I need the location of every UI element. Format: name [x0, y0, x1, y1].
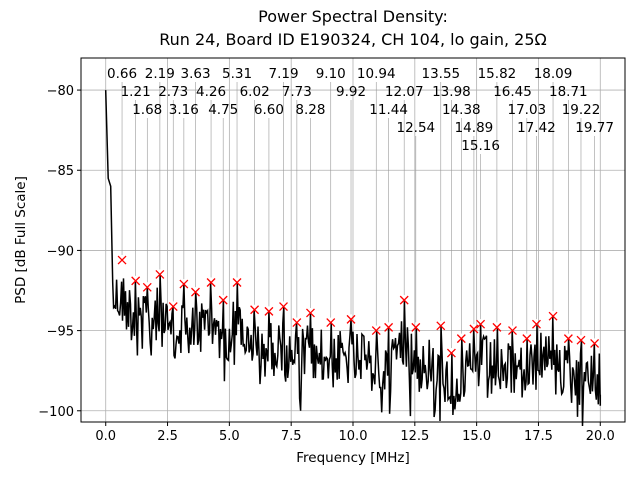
peak-markers: [117, 255, 600, 358]
psd-trace-group: [104, 90, 602, 427]
peak-label: 10.94: [357, 66, 396, 82]
peak-label: 18.09: [534, 66, 573, 82]
peak-label: 6.02: [240, 84, 270, 100]
peak-label: 14.89: [455, 120, 494, 136]
peak-leader-lines: [121, 82, 595, 349]
x-tick-label: 12.5: [400, 429, 429, 444]
peak-marker: [264, 306, 274, 316]
peak-label: 14.38: [442, 102, 481, 118]
peak-marker: [399, 295, 409, 305]
peak-marker: [179, 279, 189, 289]
x-tick-label: 20.0: [586, 429, 615, 444]
peak-label: 0.66: [107, 66, 137, 82]
y-tick-label: −80: [47, 84, 74, 99]
ticks: 0.0 2.5 5.0 7.5 10.0 12.5 15.0 17.5 20.0 −80 −85 −9…: [38, 84, 614, 444]
peak-marker: [371, 326, 381, 336]
peak-marker: [548, 311, 558, 321]
peak-label: 15.82: [478, 66, 517, 82]
peak-marker: [508, 326, 517, 336]
peak-marker: [411, 322, 421, 332]
peak-label: 16.45: [493, 84, 532, 100]
peak-label: 7.73: [282, 84, 312, 100]
peak-marker: [446, 348, 456, 358]
peak-label: 6.60: [254, 102, 284, 118]
peak-label: 1.21: [121, 84, 151, 100]
peak-marker: [292, 318, 302, 328]
peak-marker: [492, 322, 502, 332]
peak-marker: [576, 335, 586, 345]
peak-marker: [326, 318, 336, 328]
x-tick-label: 5.0: [219, 429, 240, 444]
peak-marker: [346, 314, 356, 324]
x-tick-label: 0.0: [95, 429, 116, 444]
peak-marker: [117, 255, 127, 265]
peak-label: 3.16: [169, 102, 199, 118]
peak-marker: [218, 295, 228, 305]
x-tick-label: 17.5: [524, 429, 553, 444]
y-tick-label: −90: [47, 244, 74, 259]
peak-marker: [476, 319, 486, 329]
peak-marker: [168, 302, 178, 312]
peak-label: 18.71: [549, 84, 588, 100]
peak-label: 7.19: [269, 66, 299, 82]
peak-marker: [590, 338, 600, 348]
chart-title-line-2: Run 24, Board ID E190324, CH 104, lo gai…: [159, 30, 547, 49]
peak-marker: [191, 287, 200, 297]
psd-trace-line: [104, 90, 602, 427]
peak-marker: [131, 276, 141, 286]
peak-label: 9.10: [316, 66, 346, 82]
peak-marker: [279, 302, 288, 312]
y-tick-label: −85: [47, 164, 74, 179]
chart-title-line-1: Power Spectral Density:: [258, 7, 448, 26]
peak-label: 12.54: [397, 120, 436, 136]
peak-marker: [142, 282, 152, 292]
peak-label: 3.63: [181, 66, 211, 82]
peak-label: 4.75: [208, 102, 238, 118]
peak-label: 19.22: [562, 102, 601, 118]
peak-marker: [384, 322, 394, 332]
peak-marker: [563, 334, 573, 344]
peak-label: 17.03: [508, 102, 547, 118]
peak-label: 19.77: [575, 120, 614, 136]
peak-label: 15.16: [461, 138, 500, 154]
peak-marker: [456, 334, 466, 344]
peak-label: 5.31: [222, 66, 252, 82]
x-tick-label: 7.5: [281, 429, 302, 444]
peak-label: 8.28: [295, 102, 325, 118]
peak-label: 13.98: [432, 84, 471, 100]
peak-marker: [206, 278, 216, 287]
y-tick-label: −100: [38, 405, 74, 420]
peak-label: 4.26: [196, 84, 226, 100]
peak-label: 12.07: [385, 84, 424, 100]
peak-marker: [522, 334, 532, 344]
y-tick-label: −95: [47, 325, 74, 340]
x-axis-label: Frequency [MHz]: [296, 450, 409, 466]
peak-marker: [532, 319, 541, 329]
peak-labels: 0.66 1.21 1.68 2.19 2.73 3.16 3.63 4.26 4.75 5.31…: [107, 66, 614, 154]
peak-marker: [469, 324, 479, 334]
peak-label: 17.42: [517, 120, 556, 136]
peak-marker: [306, 308, 315, 318]
x-tick-label: 15.0: [462, 429, 491, 444]
y-axis-label: PSD [dB Full Scale]: [13, 176, 29, 304]
x-tick-label: 2.5: [157, 429, 178, 444]
peak-label: 2.73: [158, 84, 188, 100]
peak-label: 11.44: [369, 102, 408, 118]
peak-marker: [155, 270, 165, 279]
peak-label: 2.19: [145, 66, 175, 82]
grid: [81, 58, 625, 422]
x-tick-label: 10.0: [339, 429, 368, 444]
peak-label: 9.92: [336, 84, 366, 100]
peak-marker: [250, 305, 260, 315]
peak-marker: [436, 321, 446, 331]
peak-label: 1.68: [132, 102, 162, 118]
peak-marker: [232, 278, 242, 287]
peak-label: 13.55: [422, 66, 461, 82]
